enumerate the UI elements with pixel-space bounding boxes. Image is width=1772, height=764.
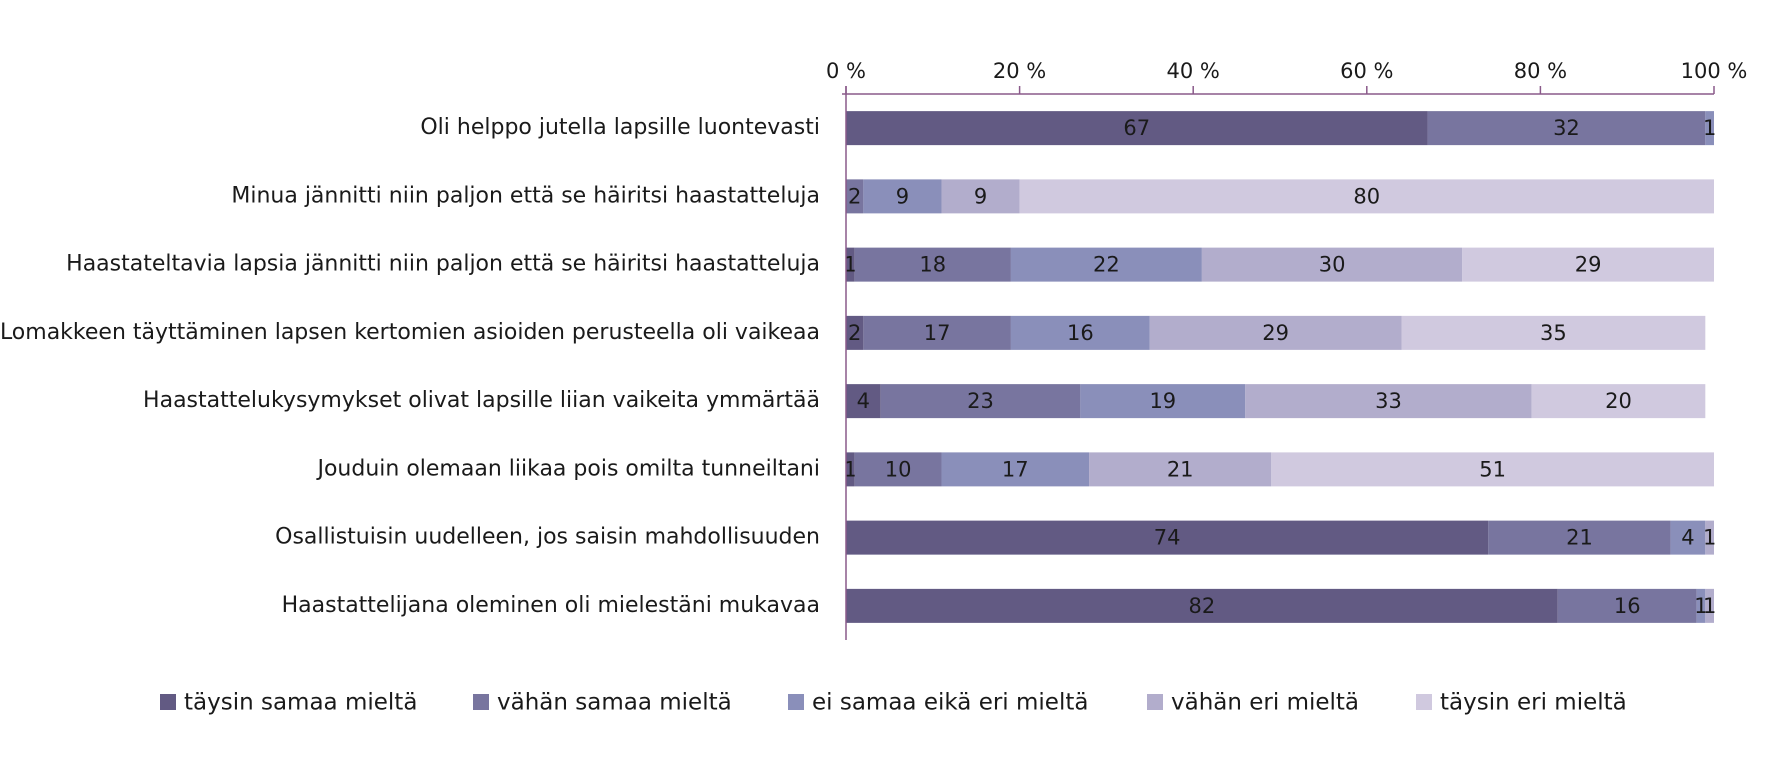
category-label: Haastateltavia lapsia jännitti niin palj…: [66, 252, 820, 277]
bar-segment: [1089, 452, 1272, 487]
data-label: 4: [857, 389, 870, 413]
data-label: 1: [844, 253, 857, 277]
data-label: 19: [1149, 389, 1176, 413]
legend-swatch: [1147, 694, 1163, 710]
data-label: 1: [1703, 594, 1716, 618]
bar-segment: [846, 179, 864, 214]
bar-segment: [1462, 247, 1714, 282]
data-label: 67: [1123, 116, 1150, 140]
bar-segment: [941, 452, 1090, 487]
x-tick-label: 0 %: [826, 59, 866, 83]
data-label: 32: [1553, 116, 1580, 140]
category-label: Minua jännitti niin paljon että se häiri…: [231, 183, 820, 208]
bar-segment: [1488, 520, 1671, 555]
data-label: 1: [1703, 526, 1716, 550]
data-label: 2: [848, 184, 861, 208]
data-label: 51: [1479, 457, 1506, 481]
data-label: 18: [919, 253, 946, 277]
bar-segment: [941, 179, 1020, 214]
data-label: 82: [1189, 594, 1216, 618]
data-label: 23: [967, 389, 994, 413]
bar-segment: [854, 452, 942, 487]
x-tick-label: 20 %: [993, 59, 1046, 83]
bar-segment: [846, 384, 881, 419]
bar-segment: [846, 111, 1428, 146]
data-label: 9: [974, 184, 987, 208]
bar-segment: [1245, 384, 1532, 419]
bar-segment: [854, 247, 1011, 282]
data-label: 2: [848, 321, 861, 345]
data-label: 22: [1093, 253, 1120, 277]
bar-segment: [1705, 588, 1714, 623]
legend-label: vähän samaa mieltä: [497, 690, 732, 716]
legend-label: täysin samaa mieltä: [184, 690, 417, 716]
category-label: Haastattelijana oleminen oli mielestäni …: [282, 593, 820, 618]
data-label: 74: [1154, 526, 1181, 550]
category-label: Oli helppo jutella lapsille luontevasti: [420, 115, 820, 140]
data-label: 1: [1703, 116, 1716, 140]
data-label: 29: [1262, 321, 1289, 345]
legend-label: täysin eri mieltä: [1440, 690, 1627, 716]
data-label: 20: [1605, 389, 1632, 413]
bar-segment: [1080, 384, 1246, 419]
bar-segment: [1705, 520, 1714, 555]
legend-label: vähän eri mieltä: [1171, 690, 1359, 716]
bar-segment: [1427, 111, 1706, 146]
bar-segment: [1201, 247, 1463, 282]
bar-segment: [1019, 179, 1714, 214]
legend-swatch: [473, 694, 489, 710]
data-label: 33: [1375, 389, 1402, 413]
legend-swatch: [788, 694, 804, 710]
bar-segment: [846, 247, 855, 282]
x-tick-label: 60 %: [1340, 59, 1393, 83]
data-label: 80: [1353, 184, 1380, 208]
bar-segment: [846, 588, 1558, 623]
bar-segment: [1401, 315, 1706, 350]
legend-swatch: [1416, 694, 1432, 710]
bar-segment: [1531, 384, 1706, 419]
bar-segment: [1010, 247, 1202, 282]
data-label: 4: [1681, 526, 1694, 550]
bar-segment: [1149, 315, 1402, 350]
bar-segment: [880, 384, 1081, 419]
data-label: 10: [885, 457, 912, 481]
bar-segment: [846, 315, 864, 350]
data-label: 17: [924, 321, 951, 345]
x-tick-label: 100 %: [1681, 59, 1748, 83]
data-label: 17: [1002, 457, 1029, 481]
x-tick-label: 40 %: [1167, 59, 1220, 83]
data-label: 21: [1566, 526, 1593, 550]
data-label: 16: [1067, 321, 1094, 345]
data-label: 9: [896, 184, 909, 208]
bar-segment: [1010, 315, 1150, 350]
data-label: 16: [1614, 594, 1641, 618]
data-label: 1: [844, 457, 857, 481]
category-label: Haastattelukysymykset olivat lapsille li…: [143, 388, 820, 413]
data-label: 21: [1167, 457, 1194, 481]
legend-swatch: [160, 694, 176, 710]
bar-segment: [1670, 520, 1706, 555]
x-tick-label: 80 %: [1514, 59, 1567, 83]
data-label: 1: [1694, 594, 1707, 618]
bar-segment: [1271, 452, 1714, 487]
bar-segment: [1557, 588, 1697, 623]
bar-segment: [1705, 111, 1714, 146]
legend-label: ei samaa eikä eri mieltä: [812, 690, 1088, 716]
category-label: Osallistuisin uudelleen, jos saisin mahd…: [275, 525, 820, 550]
bar-segment: [846, 520, 1489, 555]
data-label: 30: [1319, 253, 1346, 277]
data-label: 35: [1540, 321, 1567, 345]
category-label: Jouduin olemaan liikaa pois omilta tunne…: [315, 456, 820, 481]
bar-segment: [863, 179, 942, 214]
bar-segment: [1696, 588, 1706, 623]
bar-segment: [846, 452, 855, 487]
data-label: 29: [1575, 253, 1602, 277]
bar-segment: [863, 315, 1011, 350]
category-label: Lomakkeen täyttäminen lapsen kertomien a…: [0, 320, 820, 345]
